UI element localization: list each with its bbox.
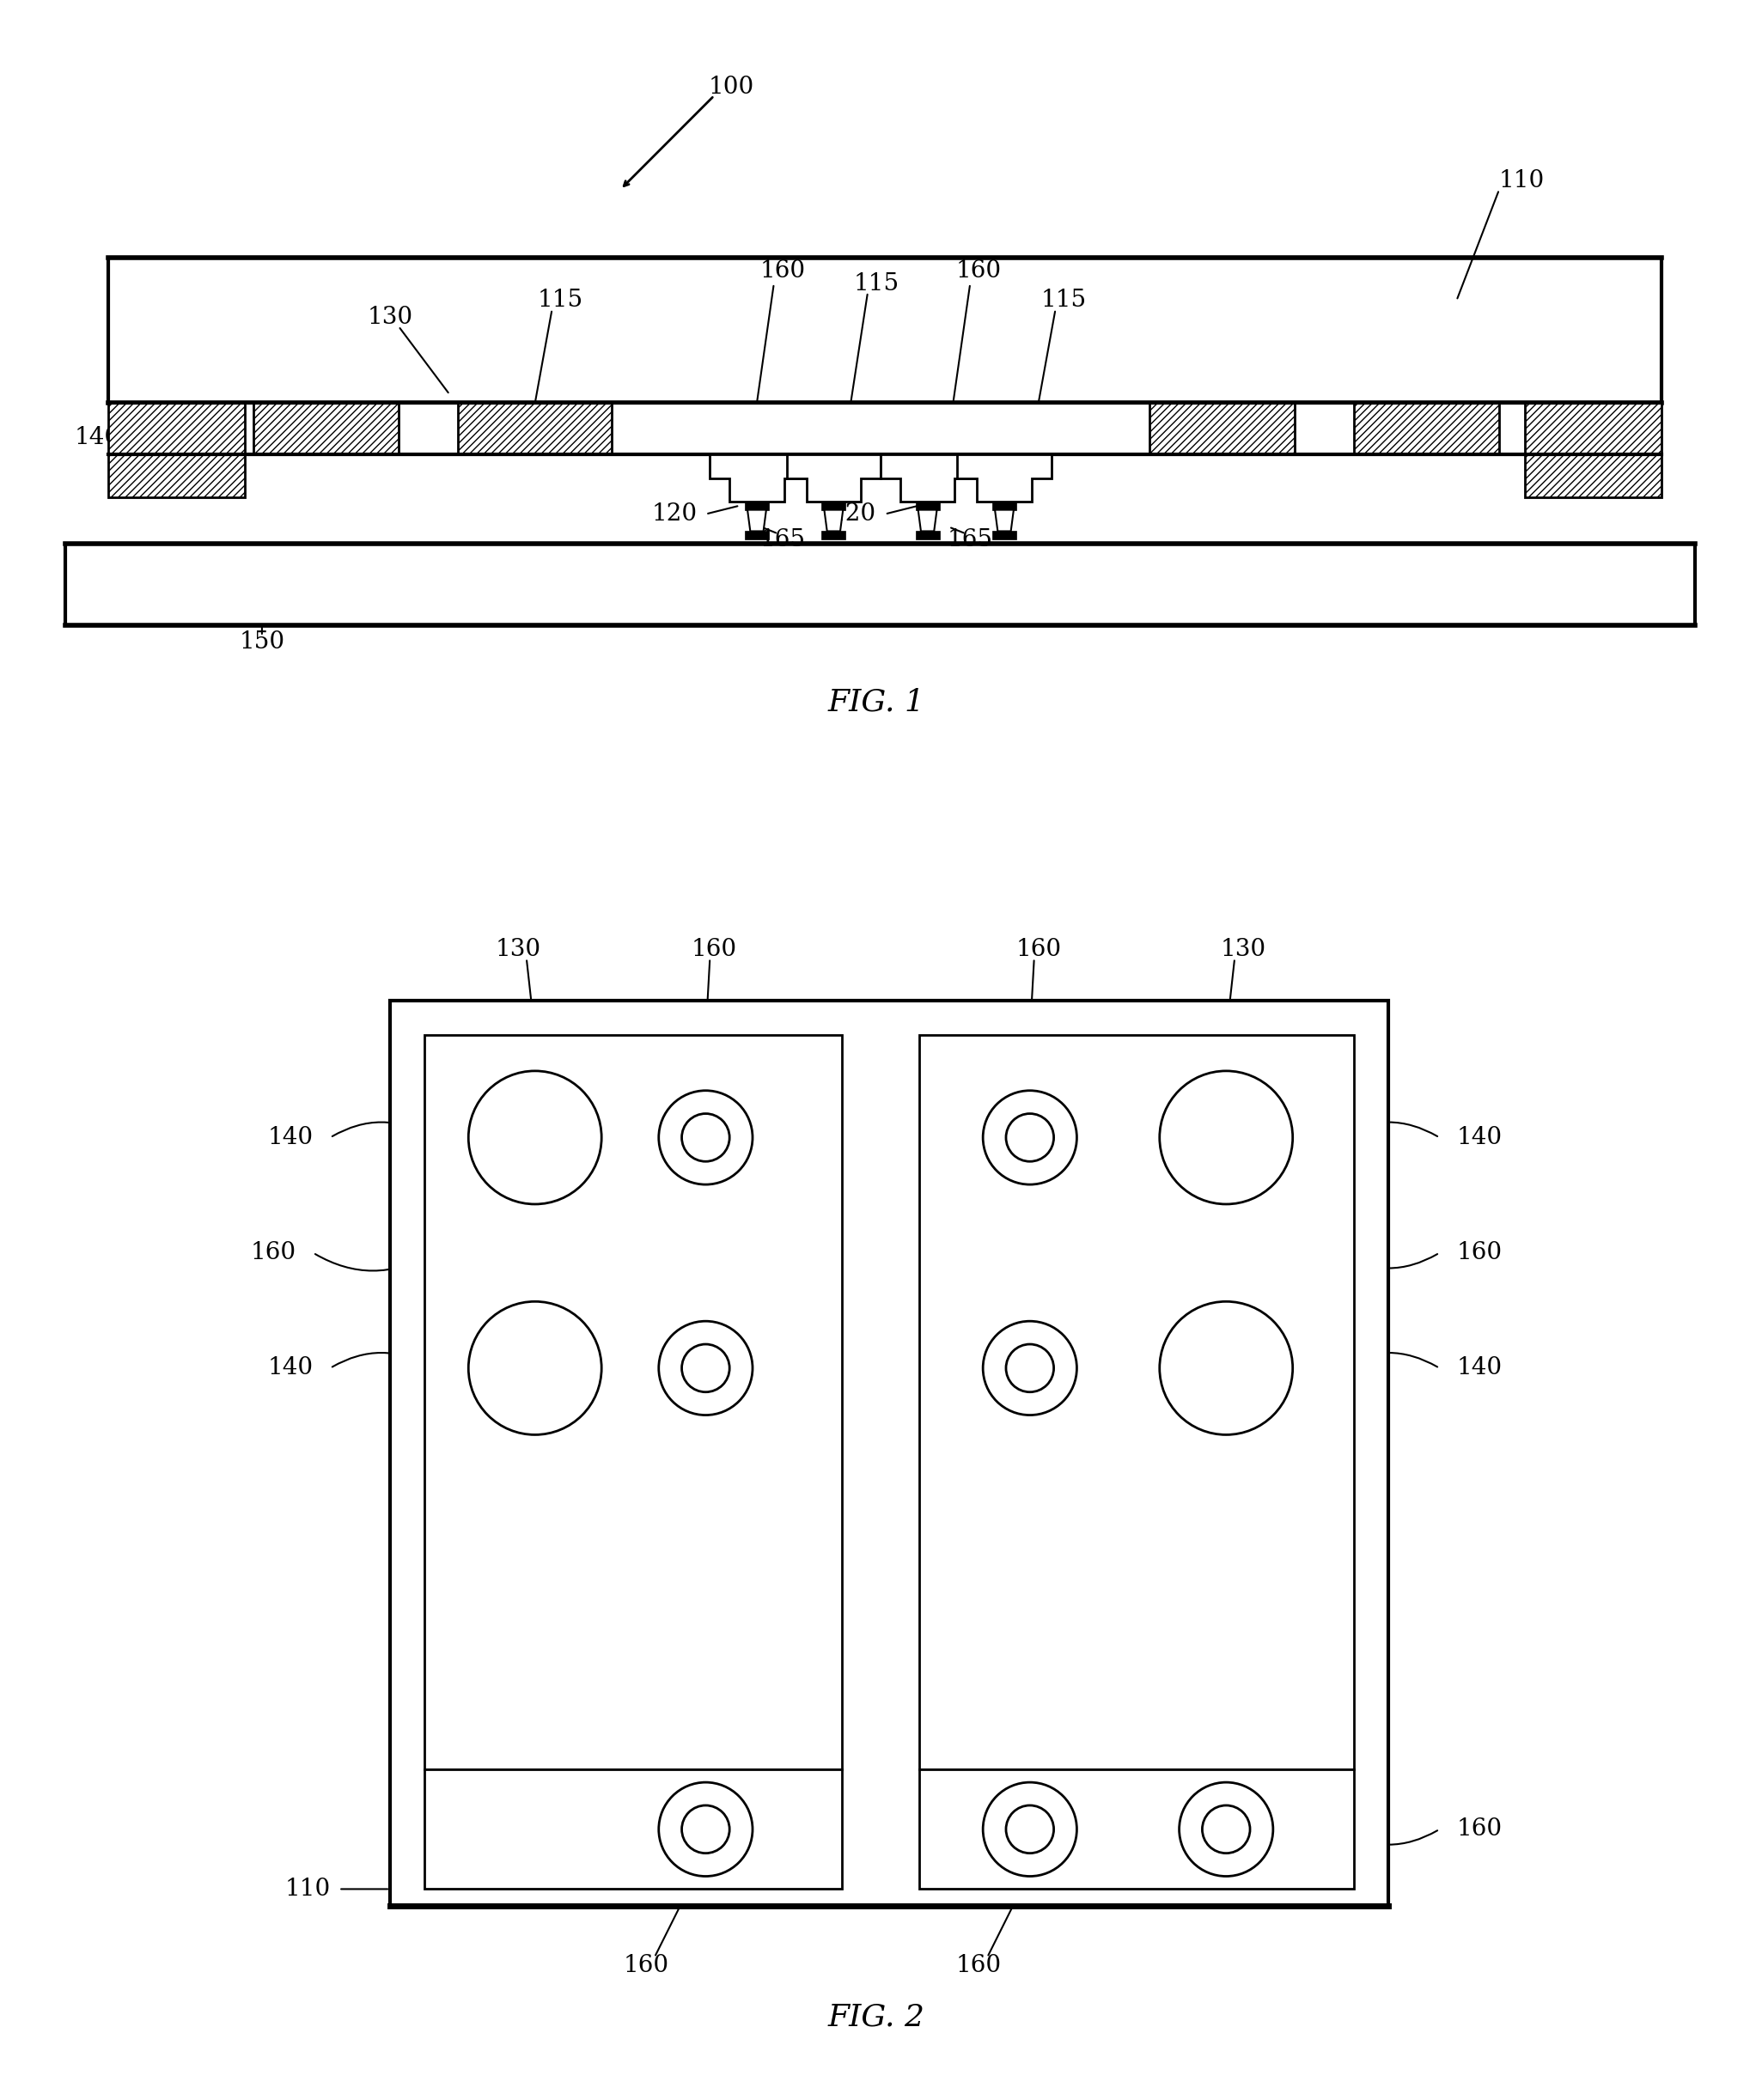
Text: 160: 160 [692, 939, 738, 962]
Bar [1354, 403, 1500, 454]
Bar [109, 258, 1661, 403]
Bar [1150, 403, 1294, 454]
Bar [1354, 403, 1500, 454]
Text: 140: 140 [1610, 426, 1656, 449]
Circle shape [1006, 1806, 1054, 1852]
Text: 160: 160 [251, 1241, 297, 1264]
Polygon shape [918, 510, 938, 531]
Text: 140: 140 [1456, 1357, 1501, 1380]
Text: 165: 165 [948, 527, 992, 552]
Text: 110: 110 [1500, 170, 1545, 193]
Polygon shape [787, 454, 880, 502]
Text: FIG. 2: FIG. 2 [827, 2003, 925, 2033]
Text: 160: 160 [1456, 1241, 1501, 1264]
Bar [992, 531, 1017, 540]
Bar [109, 403, 244, 498]
Polygon shape [709, 454, 804, 502]
Bar [1354, 403, 1500, 454]
Bar [458, 403, 611, 454]
Bar [253, 403, 399, 454]
Bar [109, 403, 1661, 454]
Circle shape [1203, 1806, 1250, 1852]
Text: 115: 115 [537, 290, 583, 313]
Bar [745, 531, 769, 540]
Text: 110: 110 [284, 1877, 330, 1900]
Bar [822, 531, 846, 540]
Bar [1150, 403, 1294, 454]
Text: 140: 140 [74, 426, 119, 449]
Text: 165: 165 [760, 527, 806, 552]
Circle shape [658, 1783, 753, 1875]
Circle shape [1006, 1113, 1054, 1161]
Text: 100: 100 [708, 76, 753, 99]
Text: 120: 120 [831, 502, 876, 525]
Circle shape [681, 1344, 729, 1392]
Bar [992, 502, 1017, 510]
Circle shape [983, 1090, 1076, 1184]
Bar [458, 403, 611, 454]
Circle shape [658, 1321, 753, 1415]
Bar [423, 1770, 843, 1890]
Bar [1524, 403, 1661, 498]
Text: 160: 160 [760, 258, 806, 281]
Circle shape [1180, 1783, 1273, 1875]
Text: 140: 140 [267, 1357, 313, 1380]
Bar [1150, 403, 1294, 454]
Circle shape [1006, 1344, 1054, 1392]
Text: 140: 140 [267, 1126, 313, 1149]
Text: 150: 150 [239, 630, 284, 653]
Polygon shape [748, 510, 766, 531]
Bar [1524, 403, 1661, 498]
Text: 160: 160 [1015, 939, 1061, 962]
Text: 140: 140 [1456, 1126, 1501, 1149]
Circle shape [681, 1113, 729, 1161]
Text: 115: 115 [1041, 290, 1087, 313]
Bar [918, 1770, 1354, 1890]
Bar [253, 403, 399, 454]
Text: 160: 160 [623, 1955, 669, 1978]
Text: 115: 115 [853, 271, 899, 296]
Polygon shape [880, 454, 975, 502]
Bar [109, 403, 244, 498]
Bar [109, 403, 244, 498]
Bar [915, 531, 939, 540]
Text: 130: 130 [495, 939, 541, 962]
Circle shape [469, 1071, 602, 1203]
Circle shape [681, 1806, 729, 1852]
Circle shape [1159, 1071, 1292, 1203]
Bar [918, 1035, 1354, 1770]
Bar [915, 502, 939, 510]
Text: 160: 160 [955, 258, 1001, 281]
Polygon shape [996, 510, 1013, 531]
Bar [390, 1002, 1389, 1907]
Bar [745, 502, 769, 510]
Text: 160: 160 [955, 1955, 1001, 1978]
Text: FIG. 1: FIG. 1 [827, 687, 925, 716]
Text: 160: 160 [1456, 1819, 1501, 1842]
Polygon shape [824, 510, 843, 531]
Bar [1524, 403, 1661, 498]
Circle shape [658, 1090, 753, 1184]
Circle shape [983, 1321, 1076, 1415]
Circle shape [983, 1783, 1076, 1875]
Circle shape [1159, 1302, 1292, 1434]
Bar [822, 502, 846, 510]
Bar [65, 544, 1696, 626]
Polygon shape [957, 454, 1052, 502]
Bar [423, 1035, 843, 1770]
Text: 130: 130 [1220, 939, 1266, 962]
Bar [253, 403, 399, 454]
Circle shape [469, 1302, 602, 1434]
Text: 130: 130 [367, 307, 413, 330]
Text: 120: 120 [651, 502, 697, 525]
Bar [458, 403, 611, 454]
